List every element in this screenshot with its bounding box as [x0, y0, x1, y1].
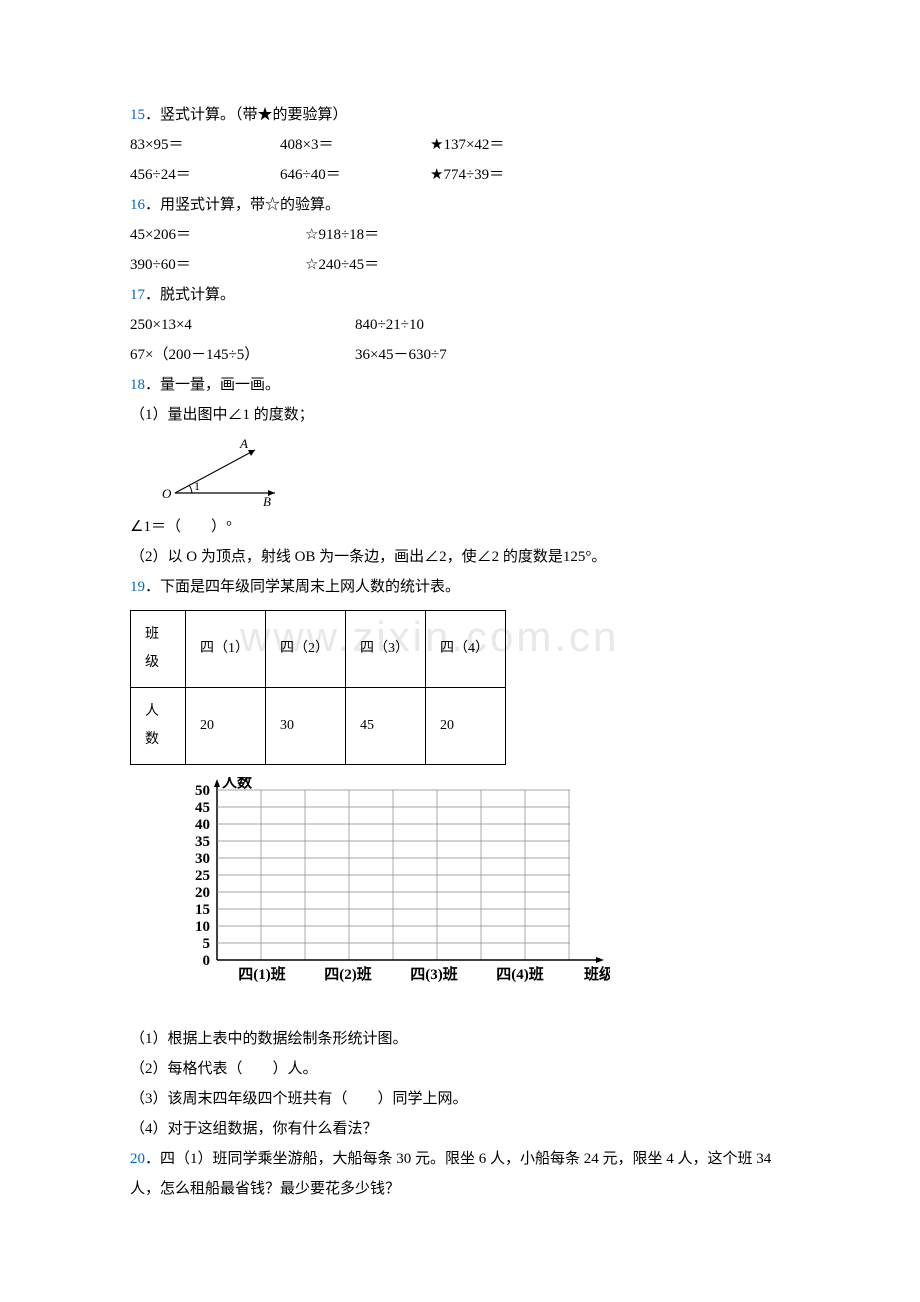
q17-row1: 250×13×4 840÷21÷10 [130, 310, 790, 340]
table-row-label: 人数 [131, 688, 186, 765]
svg-text:B: B [263, 494, 271, 508]
table-value-1: 30 [266, 688, 346, 765]
q18-sub1: （1）量出图中∠1 的度数； [130, 400, 790, 430]
q15-expr-2: 408×3＝ [280, 130, 430, 160]
table-value-2: 45 [346, 688, 426, 765]
table-header-4: 四（4） [426, 611, 506, 688]
q18-number: 18 [130, 377, 145, 393]
q19-sub1: （1）根据上表中的数据绘制条形统计图。 [130, 1024, 790, 1054]
question-20: 20．四（1）班同学乘坐游船，大船每条 30 元。限坐 6 人，小船每条 24 … [130, 1144, 790, 1204]
q17-expr-1: 250×13×4 [130, 310, 355, 340]
svg-text:四(1)班: 四(1)班 [238, 965, 286, 983]
q19-number: 19 [130, 579, 145, 595]
q15-expr-6: ★774÷39＝ [430, 160, 504, 190]
angle-diagram: A B O 1 [160, 438, 300, 508]
q16-expr-3: 390÷60＝ [130, 250, 305, 280]
q16-title: ．用竖式计算，带☆的验算。 [145, 197, 340, 213]
q15-expr-1: 83×95＝ [130, 130, 280, 160]
q20-title: ．四（1）班同学乘坐游船，大船每条 30 元。限坐 6 人，小船每条 24 元，… [130, 1151, 771, 1197]
svg-text:40: 40 [195, 817, 210, 833]
question-19: 19．下面是四年级同学某周末上网人数的统计表。 [130, 572, 790, 602]
q16-number: 16 [130, 197, 145, 213]
table-header-2: 四（2） [266, 611, 346, 688]
svg-text:O: O [162, 486, 172, 501]
svg-text:20: 20 [195, 885, 210, 901]
q15-number: 15 [130, 107, 145, 123]
svg-text:0: 0 [203, 953, 211, 969]
svg-text:25: 25 [195, 868, 210, 884]
q16-row1: 45×206＝ ☆918÷18＝ [130, 220, 790, 250]
chart-svg: 50 45 40 35 30 25 20 15 10 5 0 人数 [170, 777, 610, 1012]
table-data-row: 人数 20 30 45 20 [131, 688, 506, 765]
q19-title: ．下面是四年级同学某周末上网人数的统计表。 [145, 579, 460, 595]
svg-text:50: 50 [195, 783, 210, 799]
q16-expr-1: 45×206＝ [130, 220, 305, 250]
table-value-0: 20 [186, 688, 266, 765]
q19-sub4: （4）对于这组数据，你有什么看法？ [130, 1114, 790, 1144]
q19-sub2: （2）每格代表（ ）人。 [130, 1054, 790, 1084]
svg-text:35: 35 [195, 834, 210, 850]
svg-text:1: 1 [194, 479, 200, 493]
q17-expr-2: 840÷21÷10 [355, 310, 424, 340]
question-18: 18．量一量，画一画。 [130, 370, 790, 400]
q17-expr-4: 36×45－630÷7 [355, 340, 447, 370]
angle-svg: A B O 1 [160, 438, 300, 508]
q17-number: 17 [130, 287, 145, 303]
table-value-3: 20 [426, 688, 506, 765]
q15-row1: 83×95＝ 408×3＝ ★137×42＝ [130, 130, 790, 160]
q17-row2: 67×（200－145÷5） 36×45－630÷7 [130, 340, 790, 370]
question-15: 15．竖式计算。（带★的要验算） [130, 100, 790, 130]
q15-expr-5: 646÷40＝ [280, 160, 430, 190]
table-header-3: 四（3） [346, 611, 426, 688]
q20-number: 20 [130, 1151, 145, 1167]
table-header-0: 班级 [131, 611, 186, 688]
question-16: 16．用竖式计算，带☆的验算。 [130, 190, 790, 220]
svg-text:A: A [239, 438, 248, 451]
question-17: 17．脱式计算。 [130, 280, 790, 310]
q16-expr-2: ☆918÷18＝ [305, 220, 379, 250]
svg-text:5: 5 [203, 936, 211, 952]
svg-text:四(2)班: 四(2)班 [324, 965, 372, 983]
svg-text:10: 10 [195, 919, 210, 935]
q18-sub2: （2）以 O 为顶点，射线 OB 为一条边，画出∠2，使∠2 的度数是125°。 [130, 542, 790, 572]
svg-text:15: 15 [195, 902, 210, 918]
svg-text:45: 45 [195, 800, 210, 816]
svg-text:30: 30 [195, 851, 210, 867]
q15-row2: 456÷24＝ 646÷40＝ ★774÷39＝ [130, 160, 790, 190]
q15-expr-4: 456÷24＝ [130, 160, 280, 190]
q16-expr-4: ☆240÷45＝ [305, 250, 379, 280]
q18-result: ∠1＝（ ）° [130, 512, 790, 542]
q17-expr-3: 67×（200－145÷5） [130, 340, 355, 370]
document-content: 15．竖式计算。（带★的要验算） 83×95＝ 408×3＝ ★137×42＝ … [130, 100, 790, 1204]
table-header-row: 班级 四（1） 四（2） 四（3） 四（4） [131, 611, 506, 688]
q16-row2: 390÷60＝ ☆240÷45＝ [130, 250, 790, 280]
bar-chart: 50 45 40 35 30 25 20 15 10 5 0 人数 [170, 777, 610, 1012]
q18-title: ．量一量，画一画。 [145, 377, 280, 393]
data-table: 班级 四（1） 四（2） 四（3） 四（4） 人数 20 30 45 20 [130, 610, 506, 765]
q17-title: ．脱式计算。 [145, 287, 235, 303]
q15-title: ．竖式计算。（带★的要验算） [145, 107, 348, 123]
q15-expr-3: ★137×42＝ [430, 130, 504, 160]
table-header-1: 四（1） [186, 611, 266, 688]
x-axis-label: 班级 [584, 965, 610, 983]
q19-sub3: （3）该周末四年级四个班共有（ ）同学上网。 [130, 1084, 790, 1114]
svg-text:四(4)班: 四(4)班 [496, 965, 544, 983]
svg-text:四(3)班: 四(3)班 [410, 965, 458, 983]
y-axis-label: 人数 [222, 777, 253, 791]
